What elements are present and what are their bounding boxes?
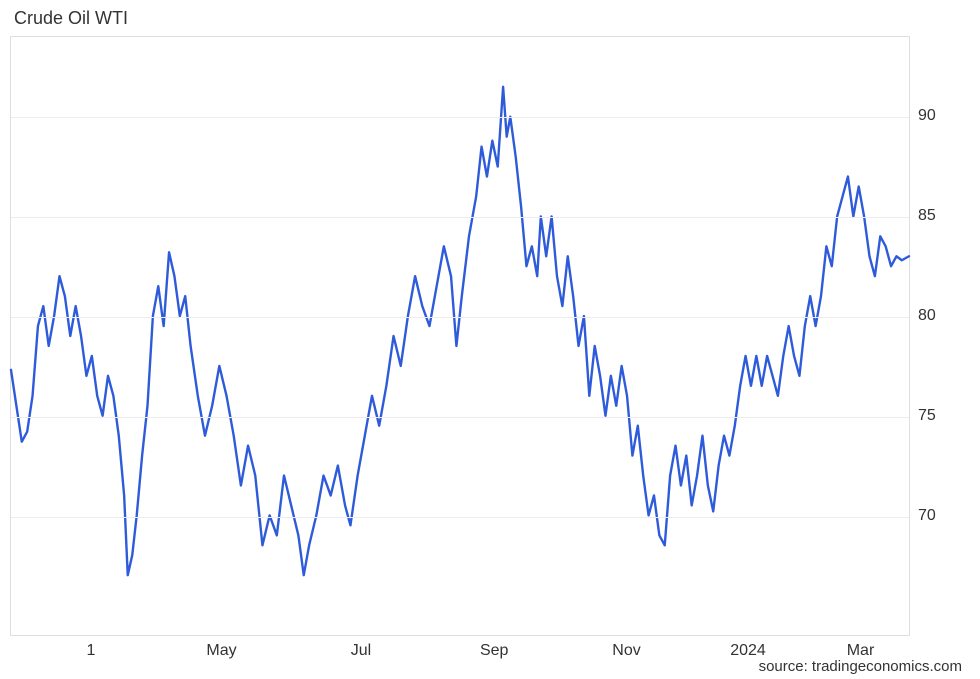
- x-axis-label: May: [206, 642, 236, 660]
- price-series: [11, 87, 909, 575]
- gridline: [11, 217, 909, 218]
- y-axis-label: 85: [918, 207, 936, 225]
- x-axis-label: Jul: [351, 642, 371, 660]
- y-axis-label: 80: [918, 307, 936, 325]
- price-line-svg: [11, 37, 909, 635]
- x-axis-label: 1: [87, 642, 96, 660]
- x-axis-label: Nov: [612, 642, 640, 660]
- plot-area: [10, 36, 910, 636]
- gridline: [11, 117, 909, 118]
- gridline: [11, 417, 909, 418]
- chart-title: Crude Oil WTI: [14, 8, 128, 29]
- gridline: [11, 517, 909, 518]
- y-axis-label: 75: [918, 407, 936, 425]
- x-axis-label: 2024: [730, 642, 766, 660]
- x-axis-label: Sep: [480, 642, 508, 660]
- chart-container: Crude Oil WTI source: tradingeconomics.c…: [0, 0, 980, 679]
- gridline: [11, 317, 909, 318]
- source-label: source: tradingeconomics.com: [759, 658, 962, 675]
- y-axis-label: 70: [918, 507, 936, 525]
- y-axis-label: 90: [918, 107, 936, 125]
- x-axis-label: Mar: [847, 642, 875, 660]
